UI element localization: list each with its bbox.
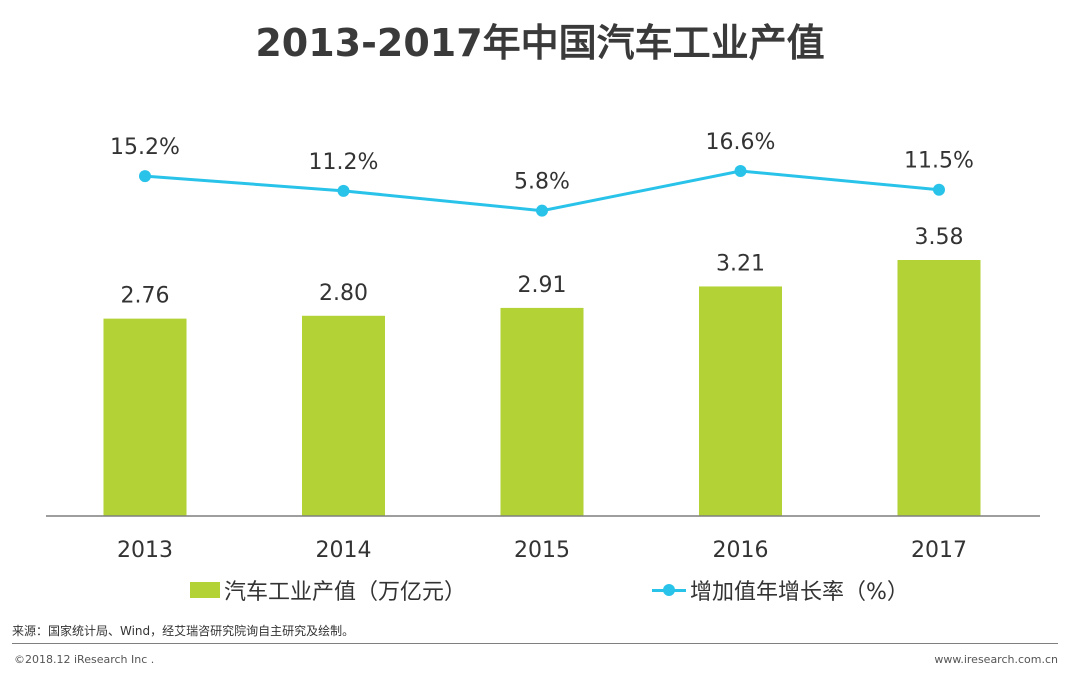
footer-divider — [12, 643, 1058, 644]
bar — [302, 315, 385, 516]
bar-data-label: 2.91 — [518, 273, 567, 298]
bar-data-label: 3.21 — [716, 251, 765, 276]
legend-swatch-line — [652, 582, 686, 598]
x-tick-label: 2015 — [514, 538, 570, 563]
bar — [500, 307, 584, 516]
legend-item-growth: 增加值年增长率（%） — [652, 574, 909, 606]
chart-legend: 汽车工业产值（万亿元） 增加值年增长率（%） — [0, 574, 1080, 608]
line-point — [933, 183, 945, 196]
line-data-label: 15.2% — [110, 135, 180, 160]
line-point — [536, 204, 548, 217]
line-data-label: 16.6% — [706, 130, 776, 155]
line-point — [139, 170, 151, 183]
copyright-text: ©2018.12 iResearch Inc . — [14, 653, 155, 666]
line-point — [337, 184, 350, 197]
website-link[interactable]: www.iresearch.com.cn — [934, 653, 1058, 666]
line-data-label: 11.5% — [904, 149, 974, 174]
legend-item-output: 汽车工业产值（万亿元） — [190, 574, 466, 606]
line-point — [734, 165, 747, 177]
legend-label-output: 汽车工业产值（万亿元） — [224, 580, 467, 605]
bar — [897, 260, 981, 516]
x-tick-label: 2017 — [911, 538, 967, 563]
bar — [699, 286, 782, 516]
chart-plot: 2.76 2013 2.80 2014 2.91 2015 3.21 2016 3.58 2017… — [46, 130, 1040, 563]
bar — [103, 318, 187, 516]
bar-data-label: 2.76 — [121, 284, 170, 309]
line-data-label: 11.2% — [309, 150, 379, 175]
bar-data-label: 3.58 — [915, 225, 964, 250]
chart-title: 2013-2017年中国汽车工业产值 — [255, 21, 825, 65]
source-note: 来源：国家统计局、Wind，经艾瑞咨研究院询自主研究及绘制。 — [12, 624, 355, 638]
bar-data-label: 2.80 — [319, 281, 368, 306]
legend-label-growth: 增加值年增长率（%） — [690, 580, 909, 605]
x-tick-label: 2013 — [117, 538, 173, 563]
x-tick-label: 2014 — [316, 538, 372, 563]
line-data-label: 5.8% — [514, 170, 570, 195]
x-tick-label: 2016 — [713, 538, 769, 563]
legend-swatch-bar — [190, 582, 220, 598]
